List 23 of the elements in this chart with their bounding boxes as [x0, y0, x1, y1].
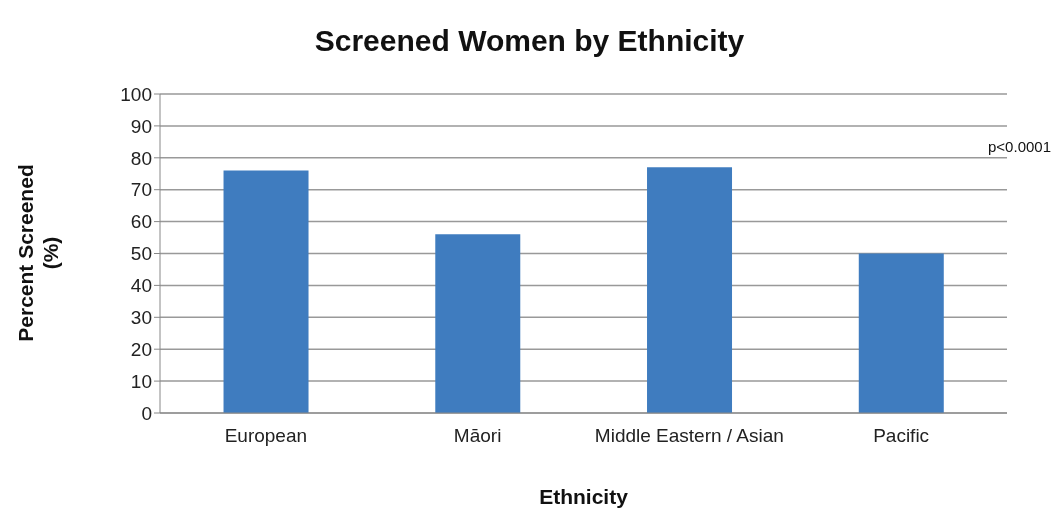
y-tick-label: 70: [130, 179, 152, 201]
x-axis-title: Ethnicity: [538, 485, 629, 509]
chart-title: Screened Women by Ethnicity: [313, 24, 746, 58]
y-tick-label: 0: [141, 402, 152, 424]
bar: [223, 170, 309, 413]
annotation: p<0.0001: [988, 138, 1051, 155]
y-tick-label: 90: [130, 115, 152, 137]
y-tick-label: 50: [130, 243, 152, 265]
x-tick-label: Middle Eastern / Asian: [594, 425, 784, 447]
bar: [647, 167, 733, 413]
bar: [435, 234, 521, 413]
y-tick-label: 60: [130, 211, 152, 233]
x-tick-label: Pacific: [873, 425, 930, 447]
y-tick-label: 10: [130, 370, 152, 392]
x-tick-label: European: [224, 425, 308, 447]
y-tick-label: 40: [130, 275, 152, 297]
y-tick-label: 80: [130, 147, 152, 169]
x-tick-label: Māori: [453, 425, 502, 447]
y-tick-label: 30: [130, 307, 152, 329]
y-tick-label: 20: [130, 338, 152, 360]
bar: [858, 253, 944, 413]
y-tick-label: 100: [120, 83, 152, 105]
y-axis-title: Percent Screened (%): [13, 163, 63, 344]
